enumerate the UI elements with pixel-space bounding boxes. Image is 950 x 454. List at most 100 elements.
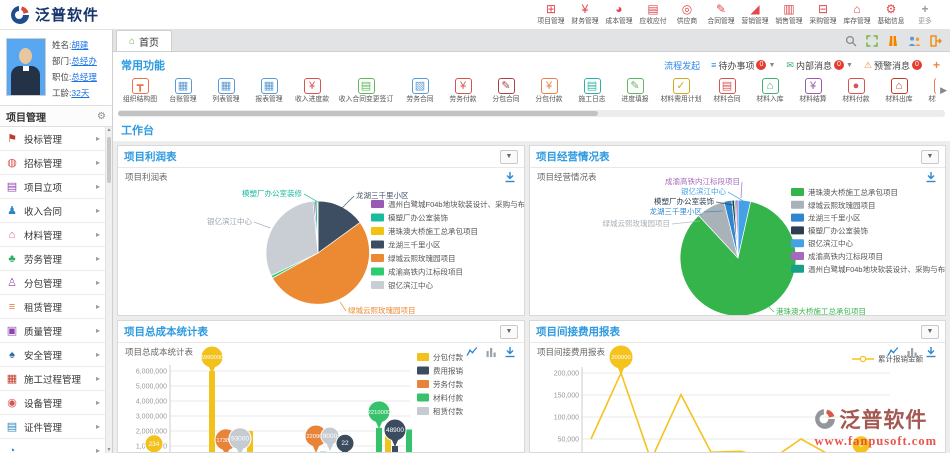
quick-action-label: 材料合同 [713, 94, 741, 103]
utility-icon: ✉ [786, 59, 794, 70]
download-icon[interactable] [504, 346, 516, 358]
svg-text:银亿滨江中心: 银亿滨江中心 [388, 280, 433, 290]
utility-menu[interactable]: ⚠ 预警消息 0 [864, 59, 922, 72]
chevron-right-icon: ▸ [95, 134, 100, 143]
quick-action[interactable]: ┳ 组织结构图 [119, 76, 161, 105]
module-item[interactable]: ⌂ 库存管理 [840, 2, 874, 27]
scroll-up-icon[interactable]: ▲ [106, 127, 112, 133]
module-label: 营销管理 [741, 16, 769, 24]
user-field-value[interactable]: 32天 [71, 87, 90, 98]
utility-menu[interactable]: ≡ 待办事项 0 ▼ [711, 59, 775, 72]
module-item[interactable]: + 更多 [908, 2, 942, 27]
module-item[interactable]: ◎ 供应商 [670, 2, 704, 27]
sidebar-item[interactable]: ▦ 施工过程管理 ▸ [0, 367, 105, 391]
module-item[interactable]: ¥ 财务管理 [568, 2, 602, 27]
quick-action-icon: ▦ [933, 78, 936, 94]
module-item[interactable]: ⊟ 采购管理 [806, 2, 840, 27]
quick-action[interactable]: ▦材料调拨 [921, 76, 936, 105]
utility-icon: ⚠ [863, 59, 872, 70]
quick-action-label: 材料需用计划 [660, 94, 702, 103]
module-label: 成本管理 [605, 16, 633, 24]
sidebar-item[interactable]: ◍ 招标管理 ▸ [0, 151, 105, 175]
quick-action[interactable]: ✎ 分包合同 [485, 76, 527, 105]
quick-action-label: 报表管理 [255, 94, 283, 103]
module-item[interactable]: ✎ 合同管理 [704, 2, 738, 27]
sidebar-item[interactable]: ♟ 收入合同 ▸ [0, 199, 105, 223]
quick-action[interactable]: ⌂ 材料入库 [749, 76, 791, 105]
quick-action[interactable]: ✓ 材料需用计划 [657, 76, 705, 105]
quick-action[interactable]: ✎ 进度填报 [614, 76, 656, 105]
panel-project-profit: 项目利润表 ▼ 项目利润表 模塑厂办公室装修 龙湖三千里小区 银亿滨江中心 绿城云熙玫… [117, 145, 525, 316]
quick-action[interactable]: ▧ 劳务合同 [399, 76, 441, 105]
quick-action[interactable]: ▦ 报表管理 [248, 76, 290, 105]
quick-action[interactable]: ● 材料付款 [835, 76, 877, 105]
quick-action[interactable]: ▦ 列表管理 [205, 76, 247, 105]
sidebar-item[interactable]: ♣ 劳务管理 ▸ [0, 247, 105, 271]
theme-icon[interactable] [887, 35, 899, 47]
download-icon[interactable] [925, 171, 937, 183]
toolbar-scrollbar[interactable] [118, 110, 945, 117]
bar-chart-icon[interactable] [485, 346, 497, 358]
user-field-value[interactable]: 总经办 [71, 55, 97, 66]
plus-icon[interactable]: + [932, 58, 940, 72]
logout-icon[interactable] [930, 35, 942, 47]
search-icon[interactable] [845, 35, 857, 47]
panel-body: 项目间接费用报表 050,000100,000150,000200,000200… [530, 343, 945, 452]
module-item[interactable]: ⚙ 基础信息 [874, 2, 908, 27]
scroll-right-icon[interactable]: ▶ [940, 85, 947, 95]
module-item[interactable]: ◢ 营销管理 [738, 2, 772, 27]
sidebar-item[interactable]: ◉ 设备管理 ▸ [0, 391, 105, 415]
sidebar-item-icon: ♙ [7, 277, 17, 289]
panel-menu-button[interactable]: ▼ [921, 149, 939, 164]
sidebar-item[interactable]: ⌂ 材料管理 ▸ [0, 223, 105, 247]
sidebar-item[interactable]: ⚑ 投标管理 ▸ [0, 127, 105, 151]
module-item[interactable]: ▤ 应收应付 [636, 2, 670, 27]
sidebar-item[interactable]: ▤ 证件管理 ▸ [0, 415, 105, 439]
download-icon[interactable] [925, 346, 937, 358]
user-field-value[interactable]: 总经理 [71, 71, 97, 82]
sidebar: 姓名:胡建 部门:总经办 职位:总经理 工龄:32天 项目管理 ⚙ ⚑ 投标管理 ▸ ◍ 招标… [0, 30, 113, 453]
fullscreen-icon[interactable] [866, 35, 878, 47]
utility-bar: 流程发起 ≡ 待办事项 0 ▼ ✉ 内部消息 0 ▼ ⚠ 预警消息 0 + [664, 58, 940, 72]
launch-flow-link[interactable]: 流程发起 [664, 60, 701, 71]
quick-action[interactable]: ⌂ 材料出库 [878, 76, 920, 105]
module-item[interactable]: ▥ 销售管理 [772, 2, 806, 27]
panel-menu-button[interactable]: ▼ [921, 324, 939, 339]
sidebar-scrollbar[interactable]: ▲ ▼ [105, 127, 112, 453]
scrollbar-thumb[interactable] [107, 137, 111, 183]
line-chart-icon[interactable] [466, 346, 478, 358]
tab-home[interactable]: ⌂ 首页 [116, 30, 173, 51]
quick-action[interactable]: ¥ 分包付款 [528, 76, 570, 105]
utility-menu[interactable]: ✉ 内部消息 0 ▼ [786, 59, 853, 72]
sidebar-item[interactable]: ▤ 项目立项 ▸ [0, 175, 105, 199]
module-item[interactable]: ◕ 成本管理 [602, 2, 636, 27]
user-field-value[interactable]: 胡建 [71, 39, 89, 50]
quick-action[interactable]: ¥ 收入进度款 [291, 76, 333, 105]
quick-action[interactable]: ▤ 施工日志 [571, 76, 613, 105]
sidebar-item[interactable]: ♙ 分包管理 ▸ [0, 271, 105, 295]
bar-chart-icon[interactable] [906, 346, 918, 358]
sidebar-item[interactable]: ▣ 质量管理 ▸ [0, 319, 105, 343]
gear-icon[interactable]: ⚙ [97, 110, 106, 122]
module-item[interactable]: ⊞ 项目管理 [534, 2, 568, 27]
svg-text:50,000: 50,000 [558, 437, 580, 444]
download-icon[interactable] [504, 171, 516, 183]
line-chart-icon[interactable] [887, 346, 899, 358]
toolbar-scrollbar-thumb[interactable] [118, 111, 598, 116]
sidebar-item[interactable]: ◔ ▸ [0, 439, 105, 453]
panel-menu-button[interactable]: ▼ [500, 149, 518, 164]
quick-action-icon: ▤ [583, 78, 601, 94]
quick-action[interactable]: ▤ 收入合同变更签订 [334, 76, 398, 105]
chevron-right-icon: ▸ [95, 230, 100, 239]
sidebar-item[interactable]: ≡ 租赁管理 ▸ [0, 295, 105, 319]
quick-action[interactable]: ¥ 材料结算 [792, 76, 834, 105]
quick-action[interactable]: ¥ 劳务付款 [442, 76, 484, 105]
chevron-right-icon: ▸ [95, 182, 100, 191]
quick-action[interactable]: ▦ 台账管理 [162, 76, 204, 105]
sidebar-item[interactable]: ♠ 安全管理 ▸ [0, 343, 105, 367]
user-card: 姓名:胡建 部门:总经办 职位:总经理 工龄:32天 [0, 30, 112, 106]
panel-menu-button[interactable]: ▼ [500, 324, 518, 339]
quick-action[interactable]: ▤ 材料合同 [706, 76, 748, 105]
scroll-down-icon[interactable]: ▼ [106, 447, 112, 453]
contacts-icon[interactable] [908, 35, 921, 47]
